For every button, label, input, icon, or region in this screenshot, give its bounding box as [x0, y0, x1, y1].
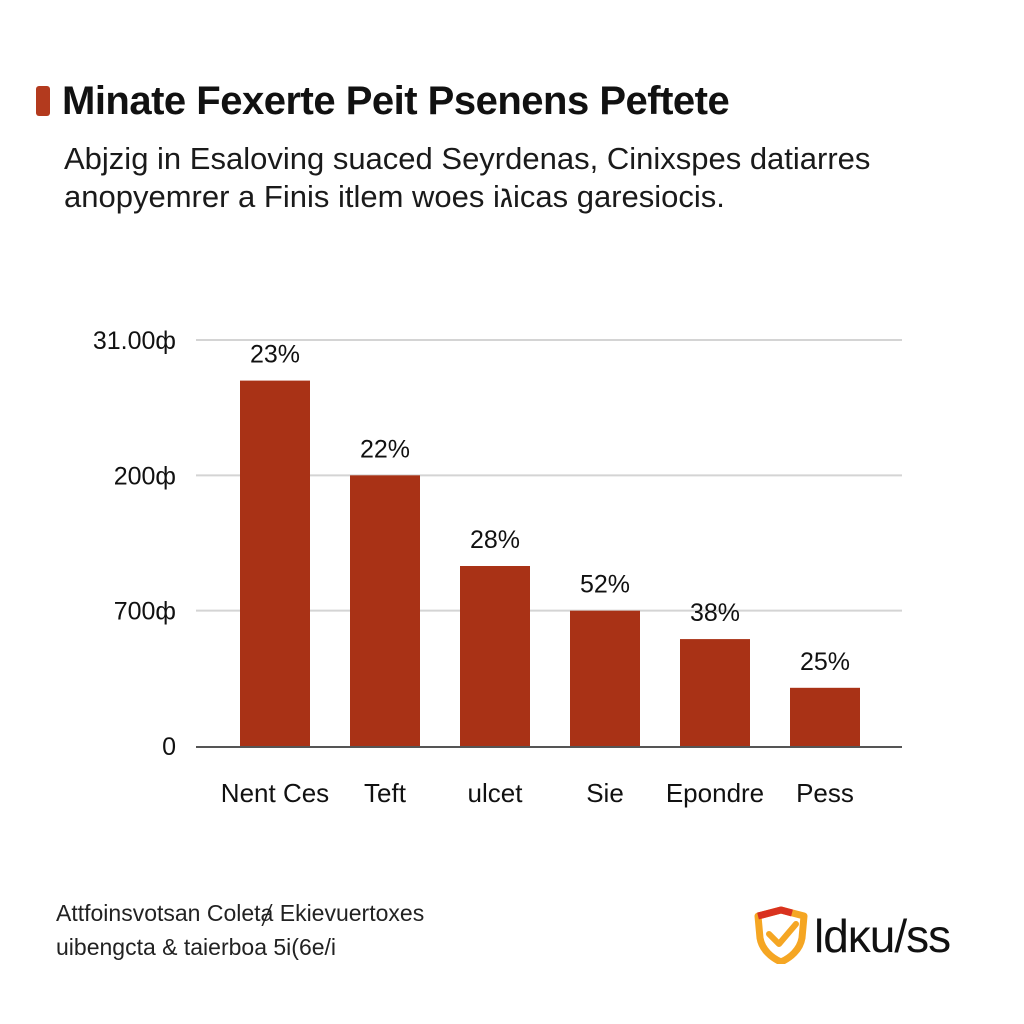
page-title: Minate Fexerte Peit Psenens Peftete — [62, 79, 730, 123]
x-tick-label: Teft — [364, 778, 407, 808]
y-axis-tick-labels: 0 700ф 200ф 31.00ф — [93, 327, 176, 761]
x-tick-label: Sie — [586, 778, 624, 808]
y-tick-label: 0 — [162, 733, 176, 761]
x-tick-label: ulcet — [468, 778, 524, 808]
brand-logo: ldĸu/ss — [752, 900, 992, 970]
shield-check-icon — [754, 906, 808, 964]
x-tick-label: Pess — [796, 778, 854, 808]
bar — [680, 639, 750, 746]
data-label: 23% — [250, 341, 300, 369]
y-tick-label: 200ф — [114, 462, 176, 490]
bar — [570, 610, 640, 746]
x-tick-label: Epondre — [666, 778, 764, 808]
footer-note-line-2: uibengcta & taierbоa 5i(6e/i — [56, 934, 337, 960]
data-label: 52% — [580, 571, 630, 599]
bar — [350, 475, 420, 746]
x-tick-label: Nent Ces — [221, 778, 329, 808]
bar — [240, 380, 310, 746]
subtitle: Abjzig in Esaloving suaced Seyrdenas, Ci… — [64, 140, 964, 216]
brand-name: ldĸu/ss — [814, 910, 951, 962]
footer-note-line-1: Attfoinsvotsan Coletⱥ Ekievuertoxes — [56, 900, 425, 926]
y-tick-label: 31.00ф — [93, 327, 176, 355]
subtitle-line-1: Abjzig in Esaloving suaced Seyrdenas, Ci… — [64, 141, 871, 176]
footer-note: Attfoinsvotsan Coletⱥ Ekievuertoxes uibe… — [56, 896, 696, 964]
x-axis-tick-labels: Nent Ces Teft ulcet Sie Epondre Pess — [221, 778, 854, 808]
title-accent-bar — [36, 86, 50, 116]
data-label: 22% — [360, 435, 410, 463]
y-tick-label: 700ф — [114, 598, 176, 626]
bar — [460, 566, 530, 746]
data-label: 38% — [690, 599, 740, 627]
data-label: 28% — [470, 526, 520, 554]
data-label: 25% — [800, 648, 850, 676]
subtitle-line-2: anopyemrer a Finis itlem woes iגicas gar… — [64, 179, 725, 214]
bar-chart: 0 700ф 200ф 31.00ф 23% 22% 28% 52% 38% 25% Nent … — [93, 327, 902, 808]
gridlines — [196, 339, 902, 612]
data-labels: 23% 22% 28% 52% 38% 25% — [250, 341, 850, 676]
bars — [240, 380, 860, 746]
bar — [790, 687, 860, 746]
